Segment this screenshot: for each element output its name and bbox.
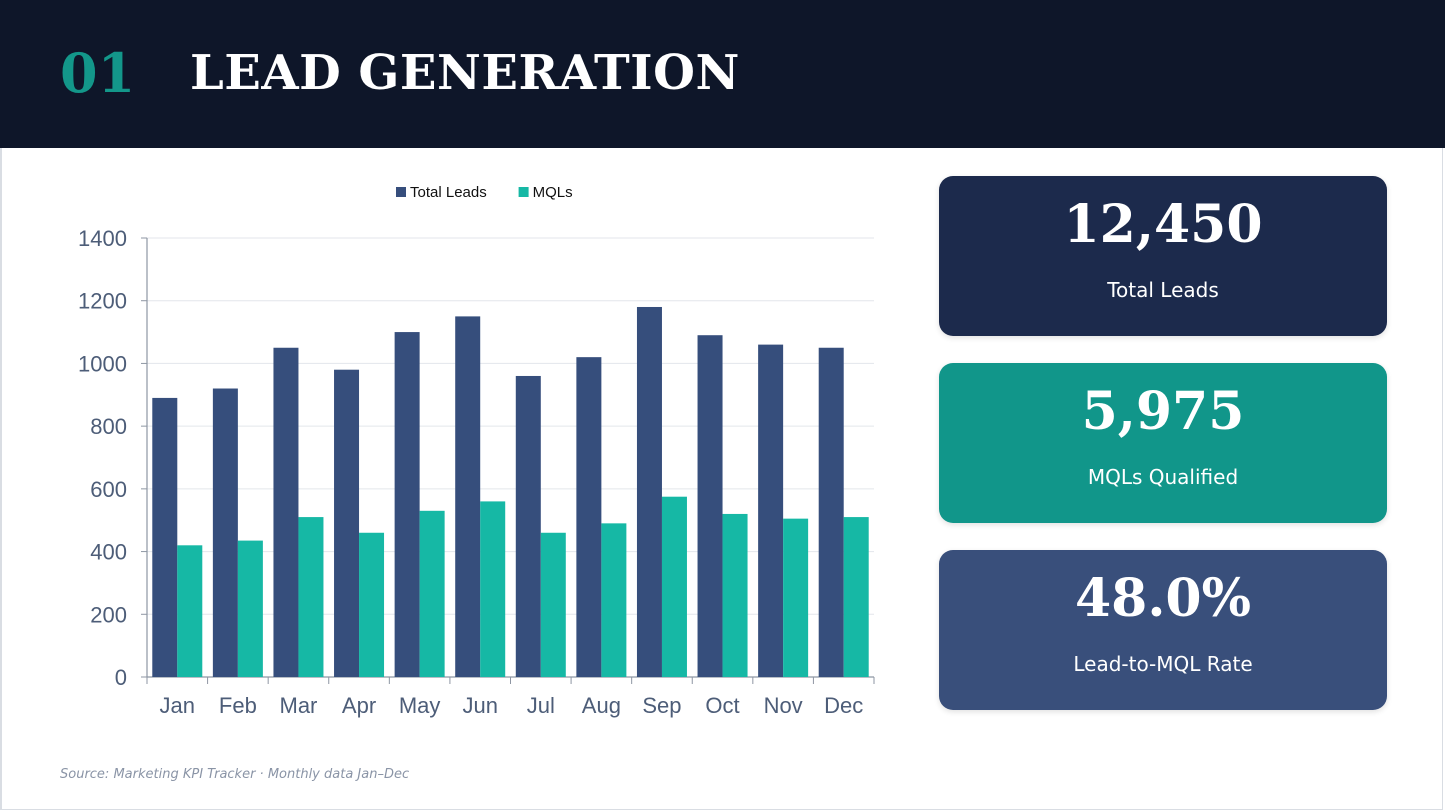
source-note: Source: Marketing KPI Tracker · Monthly … xyxy=(60,767,410,782)
kpi-value: 12,450 xyxy=(1063,194,1263,255)
x-tick-label: Apr xyxy=(342,693,376,718)
bar-total-leads-sep xyxy=(636,306,662,677)
y-tick-label: 800 xyxy=(90,414,127,439)
page-title: LEAD GENERATION xyxy=(190,45,740,101)
bar-mqls-feb xyxy=(237,540,263,677)
bar-mqls-jun xyxy=(480,501,506,677)
kpi-card-total-leads: 12,450 Total Leads xyxy=(939,176,1387,336)
bar-mqls-apr xyxy=(359,532,385,677)
bar-total-leads-jul xyxy=(515,375,541,677)
kpi-label: MQLs Qualified xyxy=(1087,465,1239,489)
header-bar: 01 LEAD GENERATION xyxy=(0,0,1445,148)
bar-mqls-aug xyxy=(601,523,627,677)
y-tick-label: 1000 xyxy=(78,351,127,376)
x-tick-label: Sep xyxy=(642,693,681,718)
kpi-card-rate: 48.0% Lead-to-MQL Rate xyxy=(939,550,1387,710)
x-tick-label: Oct xyxy=(705,693,739,718)
y-tick-label: 400 xyxy=(90,540,127,565)
y-tick-label: 0 xyxy=(115,665,127,690)
bar-total-leads-jun xyxy=(455,316,481,677)
chart-svg: 0 200 400 600 800 1000 1200 1400 Jan Feb Mar Apr May… xyxy=(78,184,875,718)
bar-total-leads-apr xyxy=(334,369,360,677)
bar-mqls-oct xyxy=(722,513,748,677)
bar-mqls-may xyxy=(419,510,445,677)
kpi-value: 48.0% xyxy=(1074,568,1252,629)
x-tick-label: Mar xyxy=(280,693,318,718)
bar-mqls-sep xyxy=(661,496,687,677)
bar-mqls-nov xyxy=(783,518,809,677)
bar-chart: 0 200 400 600 800 1000 1200 1400 Jan Feb Mar Apr May… xyxy=(40,175,900,735)
legend-label: MQLs xyxy=(533,184,573,201)
y-tick-label: 600 xyxy=(90,477,127,502)
x-tick-label: Feb xyxy=(219,693,257,718)
kpi-label: Lead-to-MQL Rate xyxy=(1073,652,1253,676)
x-tick-label: Jun xyxy=(462,693,497,718)
bar-total-leads-jan xyxy=(152,397,178,677)
kpi-label: Total Leads xyxy=(1107,278,1219,302)
bar-total-leads-dec xyxy=(818,347,844,677)
bar-total-leads-mar xyxy=(273,347,299,677)
y-tick-label: 1400 xyxy=(78,226,127,251)
x-tick-label: Jan xyxy=(160,693,195,718)
x-tick-label: Nov xyxy=(764,693,803,718)
x-tick-label: Aug xyxy=(582,693,621,718)
bar-mqls-dec xyxy=(843,517,869,677)
legend-label: Total Leads xyxy=(410,184,487,201)
legend-swatch xyxy=(396,187,406,197)
kpi-value: 5,975 xyxy=(1081,381,1245,442)
bar-total-leads-feb xyxy=(212,388,238,677)
kpi-card-mqls: 5,975 MQLs Qualified xyxy=(939,363,1387,523)
y-tick-label: 1200 xyxy=(78,289,127,314)
x-tick-label: May xyxy=(399,693,441,718)
y-tick-label: 200 xyxy=(90,602,127,627)
bar-mqls-mar xyxy=(298,517,324,677)
bar-mqls-jul xyxy=(540,532,566,677)
x-tick-label: Jul xyxy=(527,693,555,718)
legend-swatch xyxy=(518,187,529,197)
bar-total-leads-oct xyxy=(697,335,723,677)
bar-mqls-jan xyxy=(177,545,203,677)
bar-total-leads-nov xyxy=(758,344,784,677)
x-tick-label: Dec xyxy=(824,693,863,718)
bar-total-leads-may xyxy=(394,332,420,677)
bar-total-leads-aug xyxy=(576,357,602,677)
section-number: 01 xyxy=(60,41,136,105)
